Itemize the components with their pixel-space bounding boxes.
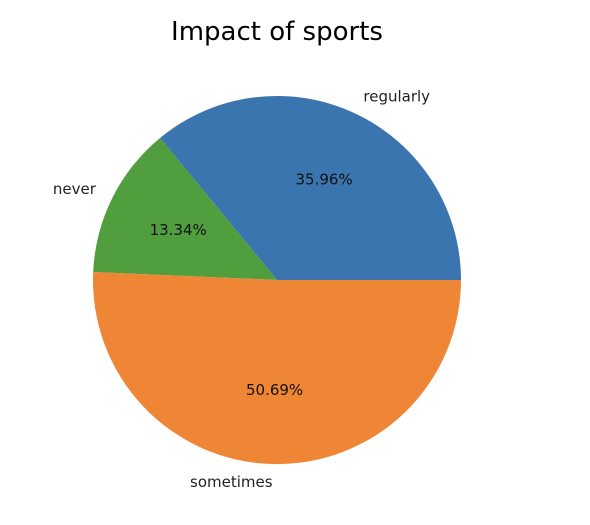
chart-title: Impact of sports [171,17,383,47]
percent-label-never: 13.34% [150,221,207,239]
percent-label-regularly: 35.96% [296,171,353,189]
percent-label-sometimes: 50.69% [246,381,303,399]
slice-label-regularly: regularly [363,87,430,105]
pie-slices [93,96,462,465]
slice-label-never: never [53,180,97,198]
pie-slice-regularly [160,96,462,280]
slice-label-sometimes: sometimes [190,473,273,491]
pie-labels: regularly 35.96% never 13.34% sometimes 50.69… [53,87,430,490]
pie-slice-never [93,137,278,280]
pie-slice-sometimes [93,271,462,465]
